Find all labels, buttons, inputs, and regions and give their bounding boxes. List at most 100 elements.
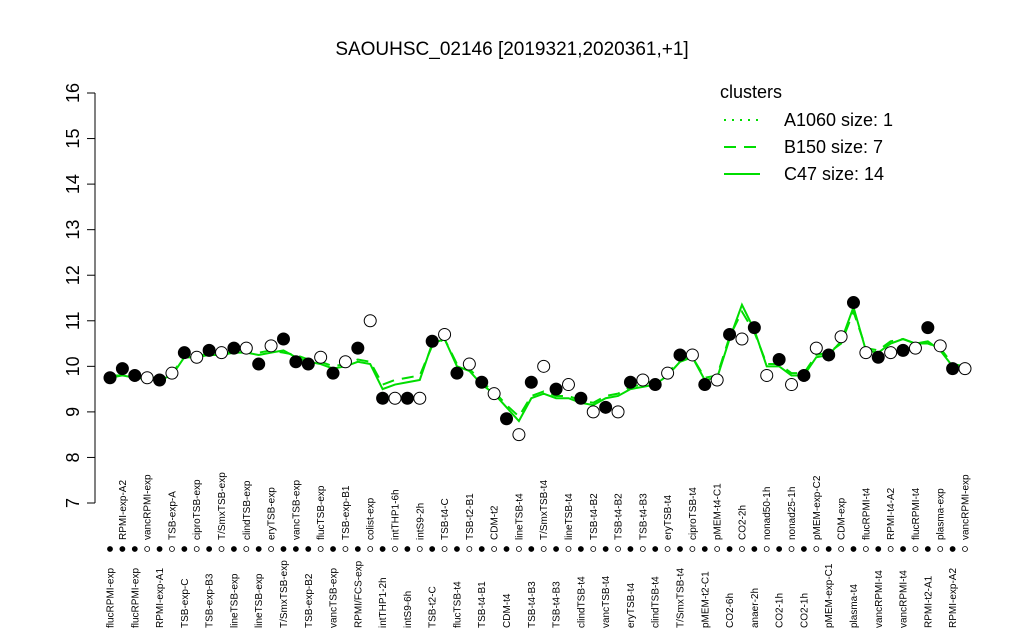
x-tick-label: T/SmxTSB-t4 [676,568,687,628]
rug-dot [317,546,324,552]
data-point [661,366,675,380]
rug-dot [627,546,634,552]
x-tick-label: flucTSB-t4 [452,581,463,628]
x-tick-label: eryTSB-t4 [663,495,674,540]
data-point [438,327,452,341]
x-tick-label: intTHP1-2h [378,577,389,628]
rug-dot [726,546,733,552]
rug-dot [305,546,312,552]
data-point [611,405,625,419]
x-tick-label: vancRPMI-t4 [874,570,885,628]
x-tick-label: RPMI-t4-A2 [886,487,897,540]
rug-dot [602,546,609,552]
x-tick-label: clindTSB-t4 [651,576,662,628]
x-tick-label: CO2-2h [737,505,748,540]
y-tick-label: 16 [63,83,83,103]
data-point [301,357,315,371]
x-tick-label: clindTSB-t4 [576,576,587,628]
x-tick-label: anaer-2h [750,588,761,628]
data-point [239,341,253,355]
data-point [376,391,390,405]
rug-dot [714,546,721,552]
data-point [908,341,922,355]
rug-dot [862,546,869,552]
data-point [314,350,328,364]
x-tick-label: CO2-6h [725,593,736,628]
x-tick-label: ciproTSB-exp [192,479,203,540]
data-point [264,339,278,353]
y-tick-label: 12 [63,265,83,285]
y-tick-label: 9 [63,407,83,417]
x-tick-label: T/SmxTSB-t4 [539,480,550,540]
legend-title: clusters [720,82,782,102]
data-point [276,332,290,346]
rug-dot [838,546,844,552]
x-tick-label: lineTSB-t4 [564,493,575,540]
x-tick-label: RPMI-exp-A1 [155,568,166,628]
rug-dot [912,546,919,552]
rug-dot [850,546,857,552]
x-tick-label: TSB-exp-B1 [341,485,352,540]
rug-dot [169,546,175,552]
rug-dot [268,546,274,552]
rug-dot [466,546,473,552]
x-tick-label: flucRPMI-t4 [911,487,922,540]
rug-dot [131,546,138,552]
rug-dot [429,546,436,552]
data-point [933,339,947,353]
x-tick-label: pMEM-exp-C1 [824,563,835,628]
data-point [685,348,699,362]
rug-dot [801,546,807,552]
x-tick-label: T/SmxTSB-exp [279,560,290,628]
rug-dot [404,546,411,552]
rug-dot [231,546,237,552]
x-tick-label: pMEM-t2-C1 [700,571,711,628]
rug-dot [243,546,250,552]
data-point [128,368,142,382]
data-point [599,400,613,414]
rug-dot [937,546,944,552]
cluster-line [110,308,966,419]
x-tick-label: plasma-exp [936,488,947,540]
rug-dot [330,546,336,552]
x-tick-label: vancTSB-exp [329,568,340,628]
x-tick-label: TSB-t4-B2 [589,493,600,540]
data-point [958,362,972,376]
data-point [896,343,910,357]
data-point [363,314,377,328]
rug-dot [689,546,696,552]
data-point [524,375,538,389]
data-point [859,346,873,360]
x-tick-label: RPMI-t2-A1 [923,575,934,628]
x-tick-label: CDM-exp [837,497,848,540]
legend-label: C47 size: 14 [784,164,884,184]
data-point [537,359,551,373]
rug-dot [813,546,820,552]
data-point [215,346,229,360]
x-tick-label: TSB-t4-B3 [638,493,649,540]
data-point [190,350,204,364]
data-point [140,371,154,385]
x-tick-label: CO2-1h [775,593,786,628]
rug-dot [218,546,225,552]
rug-dot [553,546,559,552]
rug-dot [788,546,795,552]
x-tick-label: TSB-exp-B3 [205,573,216,628]
data-point [747,321,761,335]
rug-dot [516,546,522,552]
rug-dot [739,546,745,552]
x-tick-label: vancRPMI-t4 [899,570,910,628]
data-point [227,341,241,355]
data-point [561,378,575,392]
x-tick-label: vancTSB-t4 [601,575,612,628]
rug-dot [181,546,188,552]
rug-dot [577,546,584,552]
data-point [462,357,476,371]
rug-dot [664,546,671,552]
data-point [772,353,786,366]
chart-title: SAOUHSC_02146 [2019321,2020361,+1] [335,39,688,60]
rug-dot [454,546,460,552]
data-point [735,332,749,346]
x-tick-label: CDM-t4 [502,593,513,628]
rug-dot [677,546,683,552]
